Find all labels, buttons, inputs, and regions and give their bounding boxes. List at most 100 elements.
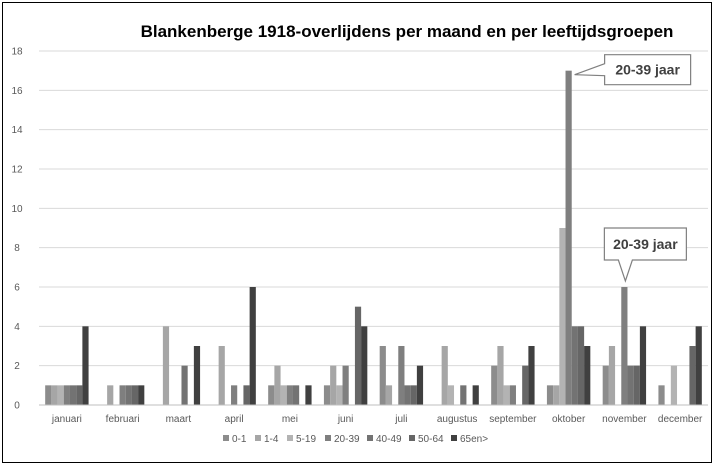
bar	[249, 287, 256, 405]
callout-box	[574, 54, 692, 86]
x-tick-label: februari	[106, 414, 140, 425]
bar	[119, 385, 126, 405]
bar	[193, 346, 201, 405]
y-tick-label: 18	[11, 47, 23, 58]
y-tick-label: 14	[11, 125, 23, 136]
bar	[243, 385, 250, 405]
bar	[472, 385, 479, 405]
bar	[268, 385, 275, 405]
bar	[522, 365, 529, 405]
legend-label: 20-39	[334, 434, 360, 445]
bar	[528, 346, 535, 405]
bar	[509, 385, 516, 405]
bar	[292, 385, 300, 405]
legend-item: 40-49	[367, 434, 402, 445]
y-tick-label: 0	[14, 401, 20, 412]
bar	[131, 385, 139, 405]
bar	[503, 385, 510, 405]
chart: Blankenberge 1918-overlijdens per maand …	[11, 22, 708, 445]
callout-label: 20-39 jaar	[613, 236, 678, 252]
bar	[107, 385, 114, 405]
y-tick-label: 2	[14, 361, 20, 372]
bar	[441, 346, 448, 405]
callout-box	[603, 227, 687, 283]
bar	[286, 385, 293, 405]
bar	[76, 385, 83, 405]
bar	[689, 346, 696, 405]
y-tick-label: 4	[14, 322, 20, 333]
bar	[608, 346, 616, 405]
bar	[491, 365, 498, 405]
legend-swatch	[325, 435, 331, 441]
bar	[546, 385, 554, 405]
y-tick-label: 8	[14, 243, 20, 254]
bar	[231, 385, 238, 405]
y-tick-label: 12	[11, 165, 23, 176]
y-tick-label: 10	[11, 204, 23, 215]
legend-label: 5-19	[296, 434, 316, 445]
bar	[553, 385, 560, 405]
legend-label: 1-4	[264, 434, 279, 445]
bar	[695, 326, 702, 405]
legend-swatch	[255, 435, 261, 441]
legend-item: 50-64	[409, 434, 444, 445]
x-tick-label: april	[225, 414, 244, 425]
callout: 20-39 jaar	[603, 227, 687, 283]
legend-swatch	[367, 435, 373, 441]
x-tick-label: december	[658, 414, 703, 425]
legend-swatch	[223, 435, 229, 441]
bar	[627, 365, 634, 405]
bar	[162, 326, 170, 405]
legend-item: 5-19	[287, 434, 316, 445]
legend-swatch	[451, 435, 457, 441]
legend-swatch	[409, 435, 415, 441]
legend-label: 40-49	[376, 434, 402, 445]
bar	[336, 385, 343, 405]
bar	[45, 385, 52, 405]
x-tick-label: juni	[337, 414, 354, 425]
x-tick-label: augustus	[437, 414, 478, 425]
bar	[218, 346, 225, 405]
bar	[447, 385, 455, 405]
chart-title: Blankenberge 1918-overlijdens per maand …	[141, 22, 674, 41]
bar	[621, 287, 628, 405]
bar	[565, 70, 572, 406]
legend-item: 20-39	[325, 434, 360, 445]
bar	[460, 385, 467, 405]
legend-label: 50-64	[418, 434, 444, 445]
callout: 20-39 jaar	[574, 54, 692, 86]
bar	[323, 385, 331, 405]
bar	[280, 385, 287, 405]
x-tick-label: juli	[394, 414, 407, 425]
y-tick-label: 16	[11, 86, 23, 97]
bar	[63, 385, 70, 405]
bar	[125, 385, 132, 405]
bar	[670, 365, 678, 405]
bar	[181, 365, 188, 405]
bar	[658, 385, 665, 405]
legend-label: 65en>	[460, 434, 488, 445]
legend-swatch	[287, 435, 293, 441]
bar	[416, 365, 424, 405]
bar	[410, 385, 417, 405]
bar	[497, 346, 504, 405]
bar	[361, 326, 368, 405]
legend-item: 65en>	[451, 434, 488, 445]
bar	[633, 365, 640, 405]
bar	[82, 326, 89, 405]
legend-label: 0-1	[232, 434, 247, 445]
callout-label: 20-39 jaar	[615, 62, 680, 78]
bar	[342, 365, 349, 405]
legend-item: 0-1	[223, 434, 247, 445]
bar	[274, 365, 281, 405]
x-tick-label: november	[602, 414, 647, 425]
bar	[404, 385, 411, 405]
x-tick-label: september	[489, 414, 537, 425]
bar	[305, 385, 312, 405]
bar	[577, 326, 585, 405]
bar	[559, 228, 566, 405]
bar	[379, 346, 386, 405]
bar	[138, 385, 145, 405]
bar	[602, 365, 609, 405]
x-tick-label: januari	[51, 414, 82, 425]
